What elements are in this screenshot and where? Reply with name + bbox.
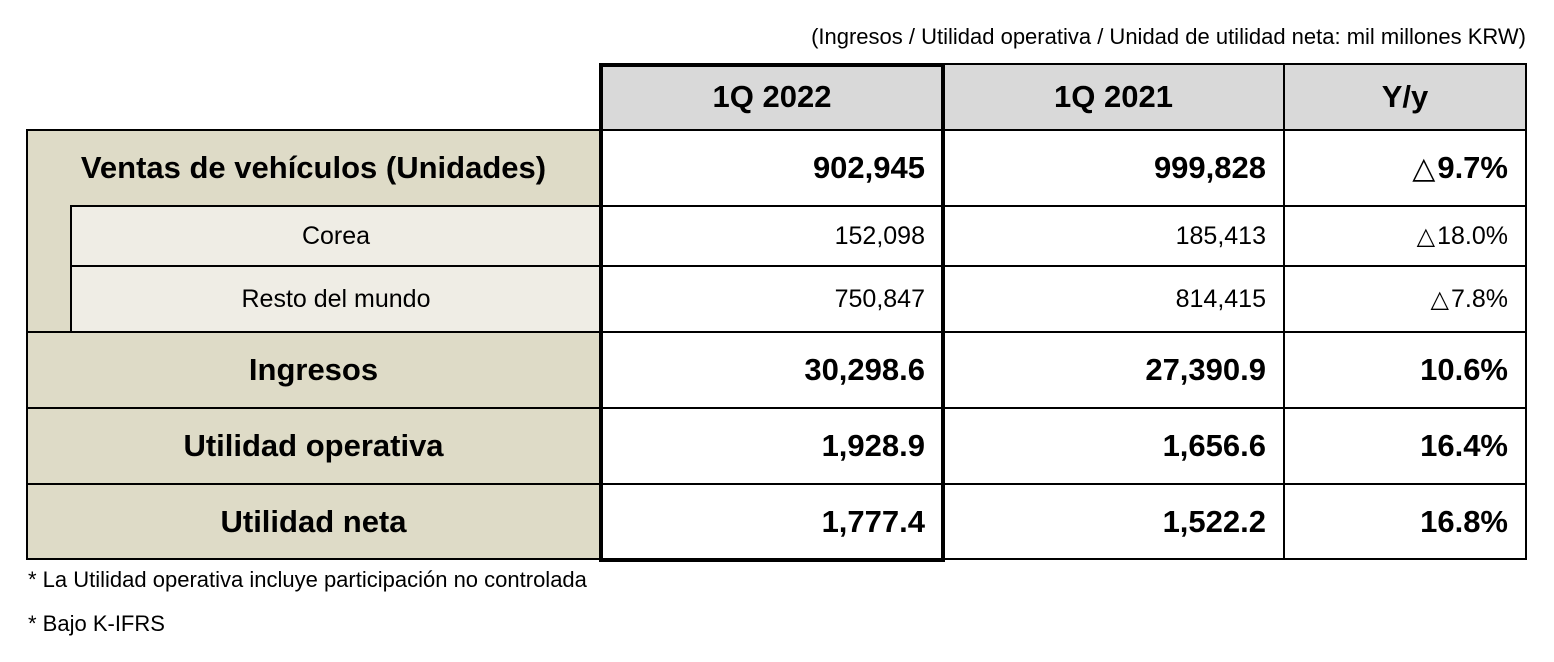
decrease-triangle-icon: △ xyxy=(1430,285,1450,313)
footnote-operating-profit: * La Utilidad operativa incluye particip… xyxy=(28,567,587,592)
column-header-1q-2022: 1Q 2022 xyxy=(601,64,943,130)
rest-of-world-yoy-value: 7.8% xyxy=(1451,284,1508,313)
footnote-k-ifrs: * Bajo K-IFRS xyxy=(28,611,165,636)
korea-yoy: △ 18.0% xyxy=(1284,206,1526,266)
grid-line xyxy=(70,205,72,332)
grid-line xyxy=(26,129,28,560)
revenue-yoy: 10.6% xyxy=(1284,332,1526,408)
grid-line xyxy=(26,129,1527,131)
decrease-triangle-icon: △ xyxy=(1416,222,1436,250)
decrease-triangle-icon: △ xyxy=(1412,151,1436,185)
grid-line xyxy=(26,483,1527,485)
unit-note: (Ingresos / Utilidad operativa / Unidad … xyxy=(811,24,1526,49)
revenue-1q-2022: 30,298.6 xyxy=(601,332,943,408)
column-header-1q-2021: 1Q 2021 xyxy=(943,64,1284,130)
grid-line xyxy=(71,265,1527,267)
row-label-korea: Corea xyxy=(71,206,601,266)
vehicle-sales-yoy: △ 9.7% xyxy=(1284,130,1526,206)
row-label-revenue: Ingresos xyxy=(26,332,601,408)
column-header-yoy: Y/y xyxy=(1284,64,1526,130)
revenue-1q-2021: 27,390.9 xyxy=(943,332,1284,408)
grid-line xyxy=(26,331,1527,333)
vehicle-sales-1q-2022: 902,945 xyxy=(601,130,943,206)
current-quarter-highlight-frame xyxy=(599,63,945,562)
net-profit-yoy: 16.8% xyxy=(1284,484,1526,560)
row-label-operating-profit: Utilidad operativa xyxy=(26,408,601,484)
row-label-vehicle-sales: Ventas de vehículos (Unidades) xyxy=(26,130,601,206)
operating-profit-1q-2021: 1,656.6 xyxy=(943,408,1284,484)
subrow-indent xyxy=(26,206,71,332)
rest-of-world-yoy: △ 7.8% xyxy=(1284,266,1526,332)
grid-line xyxy=(1525,63,1527,560)
grid-line xyxy=(26,407,1527,409)
rest-of-world-1q-2021: 814,415 xyxy=(943,266,1284,332)
korea-1q-2022: 152,098 xyxy=(601,206,943,266)
korea-1q-2021: 185,413 xyxy=(943,206,1284,266)
rest-of-world-1q-2022: 750,847 xyxy=(601,266,943,332)
net-profit-1q-2022: 1,777.4 xyxy=(601,484,943,560)
vehicle-sales-yoy-value: 9.7% xyxy=(1437,150,1508,185)
operating-profit-yoy: 16.4% xyxy=(1284,408,1526,484)
row-label-rest-of-world: Resto del mundo xyxy=(71,266,601,332)
net-profit-1q-2021: 1,522.2 xyxy=(943,484,1284,560)
operating-profit-1q-2022: 1,928.9 xyxy=(601,408,943,484)
grid-line xyxy=(71,205,1527,207)
grid-line xyxy=(943,63,1527,65)
vehicle-sales-1q-2021: 999,828 xyxy=(943,130,1284,206)
grid-line xyxy=(1283,63,1285,560)
korea-yoy-value: 18.0% xyxy=(1437,221,1508,250)
row-label-net-profit: Utilidad neta xyxy=(26,484,601,560)
